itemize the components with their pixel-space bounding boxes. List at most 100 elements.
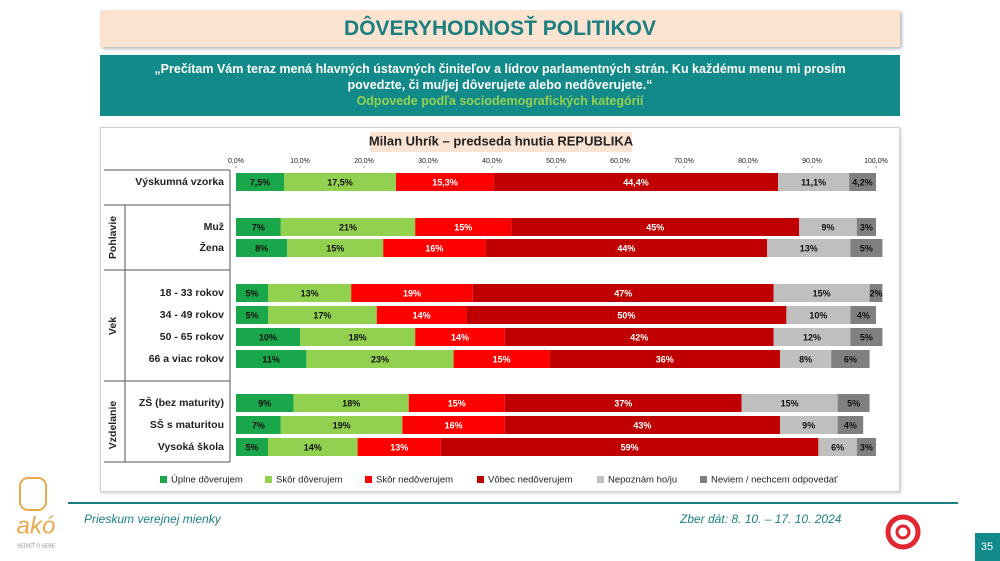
bar-segment	[837, 394, 870, 412]
value-label: 10%	[259, 332, 277, 342]
value-label: 13%	[800, 243, 818, 253]
bar-segment	[415, 328, 505, 346]
value-label: 42%	[630, 332, 648, 342]
x-tick-label: 10,0%	[290, 158, 310, 165]
value-label: 11%	[262, 354, 280, 364]
bar-segment	[351, 284, 473, 302]
bar-segment	[780, 416, 838, 434]
bar-segment	[850, 239, 883, 257]
value-label: 14%	[413, 310, 431, 320]
value-label: 2%	[869, 288, 882, 298]
legend-label: Úplne dôverujem	[171, 475, 243, 486]
logo-swirl	[885, 514, 921, 550]
value-label: 15%	[454, 222, 472, 232]
bar-segment	[280, 218, 416, 236]
chart-title: Milan Uhrík – predseda hnutia REPUBLIKA	[369, 133, 634, 148]
bar-segment	[472, 284, 774, 302]
value-label: 13%	[301, 288, 319, 298]
bar-segment	[376, 306, 467, 324]
value-label: 15%	[326, 243, 344, 253]
value-label: 8%	[255, 243, 268, 253]
x-tick-label: 40,0%	[482, 158, 502, 165]
bar-segment	[236, 306, 268, 324]
x-tick-label: 100,0%	[864, 158, 888, 165]
row-label: 34 - 49 rokov	[160, 309, 224, 321]
page-number-bg	[975, 533, 1000, 561]
legend-swatch	[265, 476, 272, 483]
bar-segment	[504, 328, 774, 346]
chart-title-bg	[370, 132, 632, 152]
value-label: 15%	[781, 398, 799, 408]
bar-segment	[818, 438, 857, 456]
bar-segment	[504, 416, 780, 434]
value-label: 14%	[451, 332, 469, 342]
value-label: 4%	[857, 310, 870, 320]
bar-segment	[236, 328, 300, 346]
bar-segment	[357, 438, 441, 456]
legend-label: Vôbec nedôverujem	[488, 475, 573, 486]
bar-segment	[453, 350, 550, 368]
row-label: 18 - 33 rokov	[160, 287, 224, 299]
legend-swatch	[365, 476, 372, 483]
bar-segment	[837, 416, 864, 434]
value-label: 5%	[847, 398, 860, 408]
bar-segment	[485, 239, 768, 257]
bar-segment	[300, 328, 416, 346]
bar-segment	[440, 438, 819, 456]
x-tick-label: 50,0%	[546, 158, 566, 165]
value-label: 18%	[349, 332, 367, 342]
bar-segment	[741, 394, 838, 412]
value-label: 3%	[860, 222, 873, 232]
value-label: 37%	[614, 398, 632, 408]
bar-segment	[236, 438, 268, 456]
value-label: 50%	[617, 310, 635, 320]
bar-segment	[236, 218, 281, 236]
value-label: 7%	[252, 420, 265, 430]
value-label: 5%	[245, 310, 258, 320]
bar-segment	[236, 284, 268, 302]
bar-segment	[383, 239, 486, 257]
row-label: Vysoká škola	[158, 441, 224, 453]
value-label: 19%	[333, 420, 351, 430]
subtitle: Odpovede podľa sociodemografických kateg…	[356, 94, 644, 108]
legend-swatch	[597, 476, 604, 483]
value-label: 4%	[844, 420, 857, 430]
x-tick-label: 60,0%	[610, 158, 630, 165]
value-label: 3%	[860, 442, 873, 452]
bar-segment	[287, 239, 384, 257]
bar-segment	[780, 350, 832, 368]
logo-head	[19, 477, 47, 511]
value-label: 6%	[831, 442, 844, 452]
value-label: 17%	[313, 310, 331, 320]
value-label: 19%	[403, 288, 421, 298]
value-label: 18%	[342, 398, 360, 408]
group-label: Vek	[107, 317, 119, 335]
value-label: 47%	[614, 288, 632, 298]
x-tick-label: 30,0%	[418, 158, 438, 165]
value-label: 44%	[617, 243, 635, 253]
value-label: 5%	[245, 288, 258, 298]
value-label: 43%	[633, 420, 651, 430]
value-label: 44,4%	[623, 177, 649, 187]
legend-label: Nepoznám ho/ju	[608, 475, 677, 486]
bar-segment	[415, 218, 512, 236]
bar-segment	[466, 306, 787, 324]
bar-segment	[236, 173, 284, 191]
bar-segment	[268, 306, 377, 324]
bar-segment	[268, 284, 352, 302]
bar-segment	[268, 438, 358, 456]
value-label: 17,5%	[327, 177, 353, 187]
bar-segment	[408, 394, 505, 412]
bar-segment	[280, 416, 403, 434]
row-label: Muž	[204, 221, 224, 233]
legend-label: Skôr nedôverujem	[376, 475, 453, 486]
x-tick-label: 90,0%	[802, 158, 822, 165]
legend-label: Neviem / nechcem odpovedať	[711, 475, 838, 486]
bar-segment	[773, 284, 870, 302]
slide-title: DÔVERYHODNOSŤ POLITIKOV	[100, 10, 900, 47]
value-label: 21%	[339, 222, 357, 232]
bar-segment	[493, 173, 779, 191]
bar-segment	[236, 239, 288, 257]
x-tick-label: 0,0%	[228, 158, 244, 165]
